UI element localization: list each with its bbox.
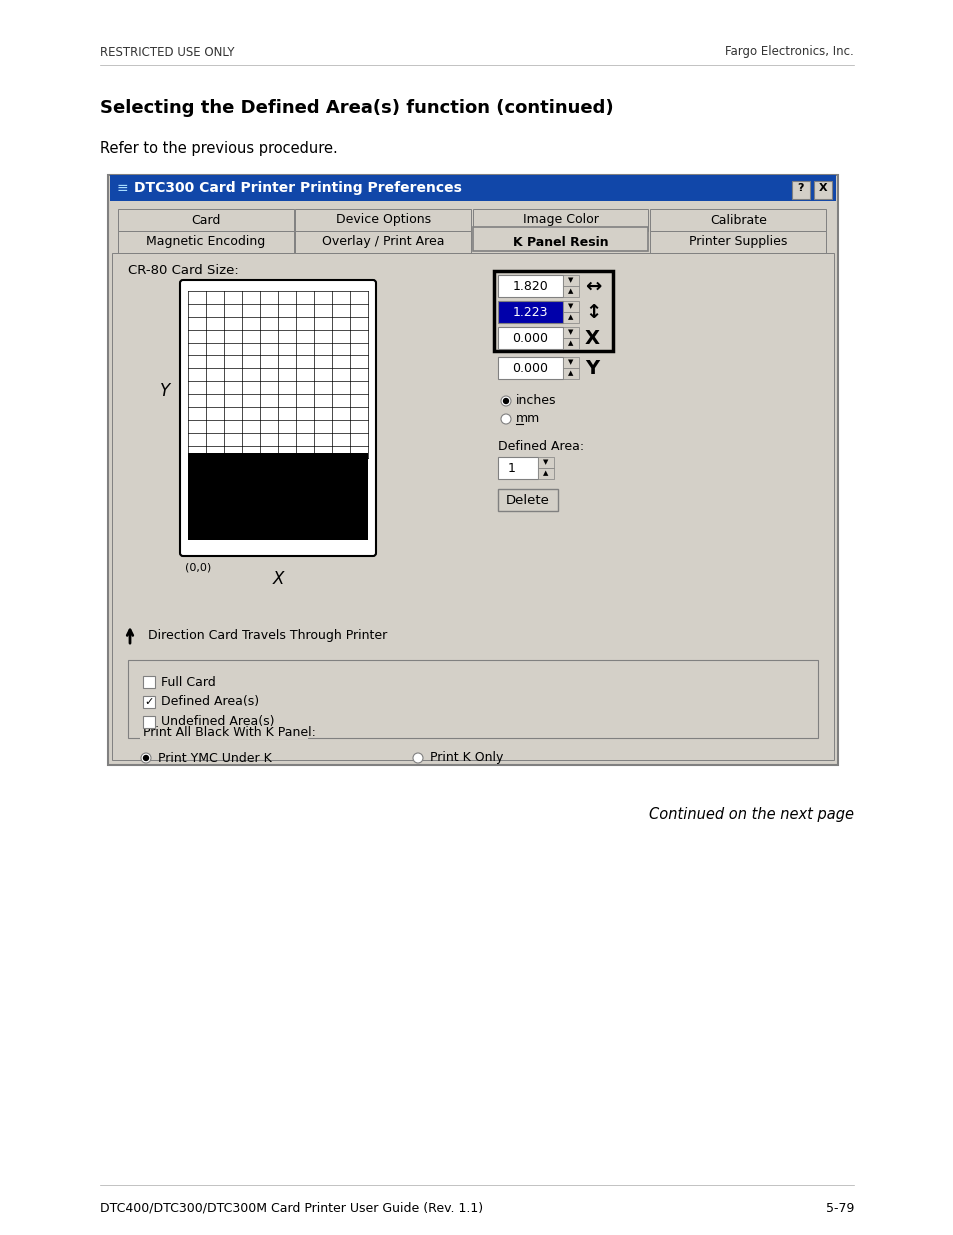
Bar — [110, 175, 835, 201]
Text: ≡: ≡ — [116, 182, 128, 195]
Text: Y: Y — [160, 382, 170, 400]
Text: ?: ? — [797, 183, 803, 193]
Bar — [562, 368, 578, 379]
Text: ▼: ▼ — [568, 359, 573, 366]
Text: ▲: ▲ — [543, 471, 548, 477]
Bar — [110, 175, 835, 201]
Text: RESTRICTED USE ONLY: RESTRICTED USE ONLY — [100, 46, 234, 58]
Text: (0,0): (0,0) — [185, 562, 211, 572]
Text: ▲: ▲ — [568, 289, 573, 294]
Bar — [497, 357, 562, 379]
Text: K Panel Resin: K Panel Resin — [513, 236, 608, 248]
Bar — [562, 275, 578, 287]
Text: Card: Card — [191, 214, 220, 226]
Text: ▼: ▼ — [543, 459, 548, 466]
Text: Print All Black With K Panel:: Print All Black With K Panel: — [143, 726, 315, 740]
Text: Image Color: Image Color — [522, 214, 598, 226]
Text: ✓: ✓ — [144, 697, 153, 706]
Bar — [108, 175, 837, 764]
Text: X: X — [818, 183, 826, 193]
Text: Overlay / Print Area: Overlay / Print Area — [322, 236, 444, 248]
Text: Defined Area(s): Defined Area(s) — [161, 695, 259, 709]
Bar — [473, 227, 648, 251]
Circle shape — [413, 753, 422, 763]
Text: 1.820: 1.820 — [512, 279, 548, 293]
Bar — [118, 209, 294, 231]
Bar — [143, 676, 154, 688]
Bar — [537, 468, 554, 479]
Bar — [497, 327, 562, 350]
Text: ▲: ▲ — [568, 370, 573, 377]
Text: Direction Card Travels Through Printer: Direction Card Travels Through Printer — [148, 630, 387, 642]
Text: Undefined Area(s): Undefined Area(s) — [161, 715, 274, 729]
Bar — [143, 716, 154, 727]
Bar — [473, 209, 648, 231]
Text: 0.000: 0.000 — [512, 331, 548, 345]
Text: mm: mm — [516, 412, 539, 426]
Text: ▼: ▼ — [568, 278, 573, 284]
Text: Defined Area:: Defined Area: — [497, 441, 583, 453]
Bar — [143, 697, 154, 708]
Circle shape — [503, 399, 508, 404]
Bar — [497, 457, 537, 479]
Bar — [497, 275, 562, 296]
Bar — [813, 182, 831, 199]
Text: Selecting the Defined Area(s) function (continued): Selecting the Defined Area(s) function (… — [100, 99, 613, 117]
Circle shape — [143, 756, 149, 761]
Text: CR-80 Card Size:: CR-80 Card Size: — [128, 264, 238, 278]
Bar — [112, 253, 833, 760]
Text: X: X — [584, 329, 599, 347]
Bar — [562, 312, 578, 324]
Bar — [537, 457, 554, 468]
Text: Magnetic Encoding: Magnetic Encoding — [146, 236, 265, 248]
Bar — [497, 489, 558, 511]
Circle shape — [500, 414, 511, 424]
Text: X: X — [272, 571, 283, 588]
Text: 5-79: 5-79 — [824, 1202, 853, 1214]
Text: Delete: Delete — [505, 494, 549, 506]
Text: ↔: ↔ — [584, 277, 600, 295]
Circle shape — [141, 753, 151, 763]
Bar — [562, 327, 578, 338]
Text: Y: Y — [584, 358, 598, 378]
Bar — [562, 357, 578, 368]
Text: 1: 1 — [507, 462, 516, 474]
Bar — [562, 338, 578, 350]
Bar — [562, 287, 578, 296]
Bar — [118, 231, 294, 253]
Circle shape — [500, 396, 511, 406]
Text: ▲: ▲ — [568, 341, 573, 347]
Text: Device Options: Device Options — [335, 214, 431, 226]
Text: ▼: ▼ — [568, 304, 573, 310]
Text: inches: inches — [516, 394, 556, 408]
Bar — [188, 453, 368, 540]
Text: ▼: ▼ — [568, 330, 573, 336]
Text: Fargo Electronics, Inc.: Fargo Electronics, Inc. — [724, 46, 853, 58]
Text: Calibrate: Calibrate — [709, 214, 766, 226]
Text: DTC400/DTC300/DTC300M Card Printer User Guide (Rev. 1.1): DTC400/DTC300/DTC300M Card Printer User … — [100, 1202, 482, 1214]
Bar — [650, 209, 825, 231]
Text: 0.000: 0.000 — [512, 362, 548, 374]
Bar — [650, 231, 825, 253]
Text: DTC300 Card Printer Printing Preferences: DTC300 Card Printer Printing Preferences — [133, 182, 461, 195]
Bar — [494, 270, 613, 351]
Text: Print YMC Under K: Print YMC Under K — [158, 752, 272, 764]
Text: ↕: ↕ — [584, 303, 600, 321]
Text: Continued on the next page: Continued on the next page — [648, 808, 853, 823]
Bar — [791, 182, 809, 199]
Bar — [295, 209, 471, 231]
Bar — [497, 301, 562, 324]
Text: Printer Supplies: Printer Supplies — [688, 236, 786, 248]
Text: ▲: ▲ — [568, 315, 573, 321]
Bar — [128, 659, 817, 739]
Bar — [140, 726, 308, 739]
Text: Refer to the previous procedure.: Refer to the previous procedure. — [100, 141, 337, 156]
Bar — [562, 301, 578, 312]
Text: Print K Only: Print K Only — [430, 752, 503, 764]
FancyBboxPatch shape — [180, 280, 375, 556]
Text: Full Card: Full Card — [161, 676, 215, 688]
Bar — [295, 231, 471, 253]
Text: 1.223: 1.223 — [512, 305, 548, 319]
